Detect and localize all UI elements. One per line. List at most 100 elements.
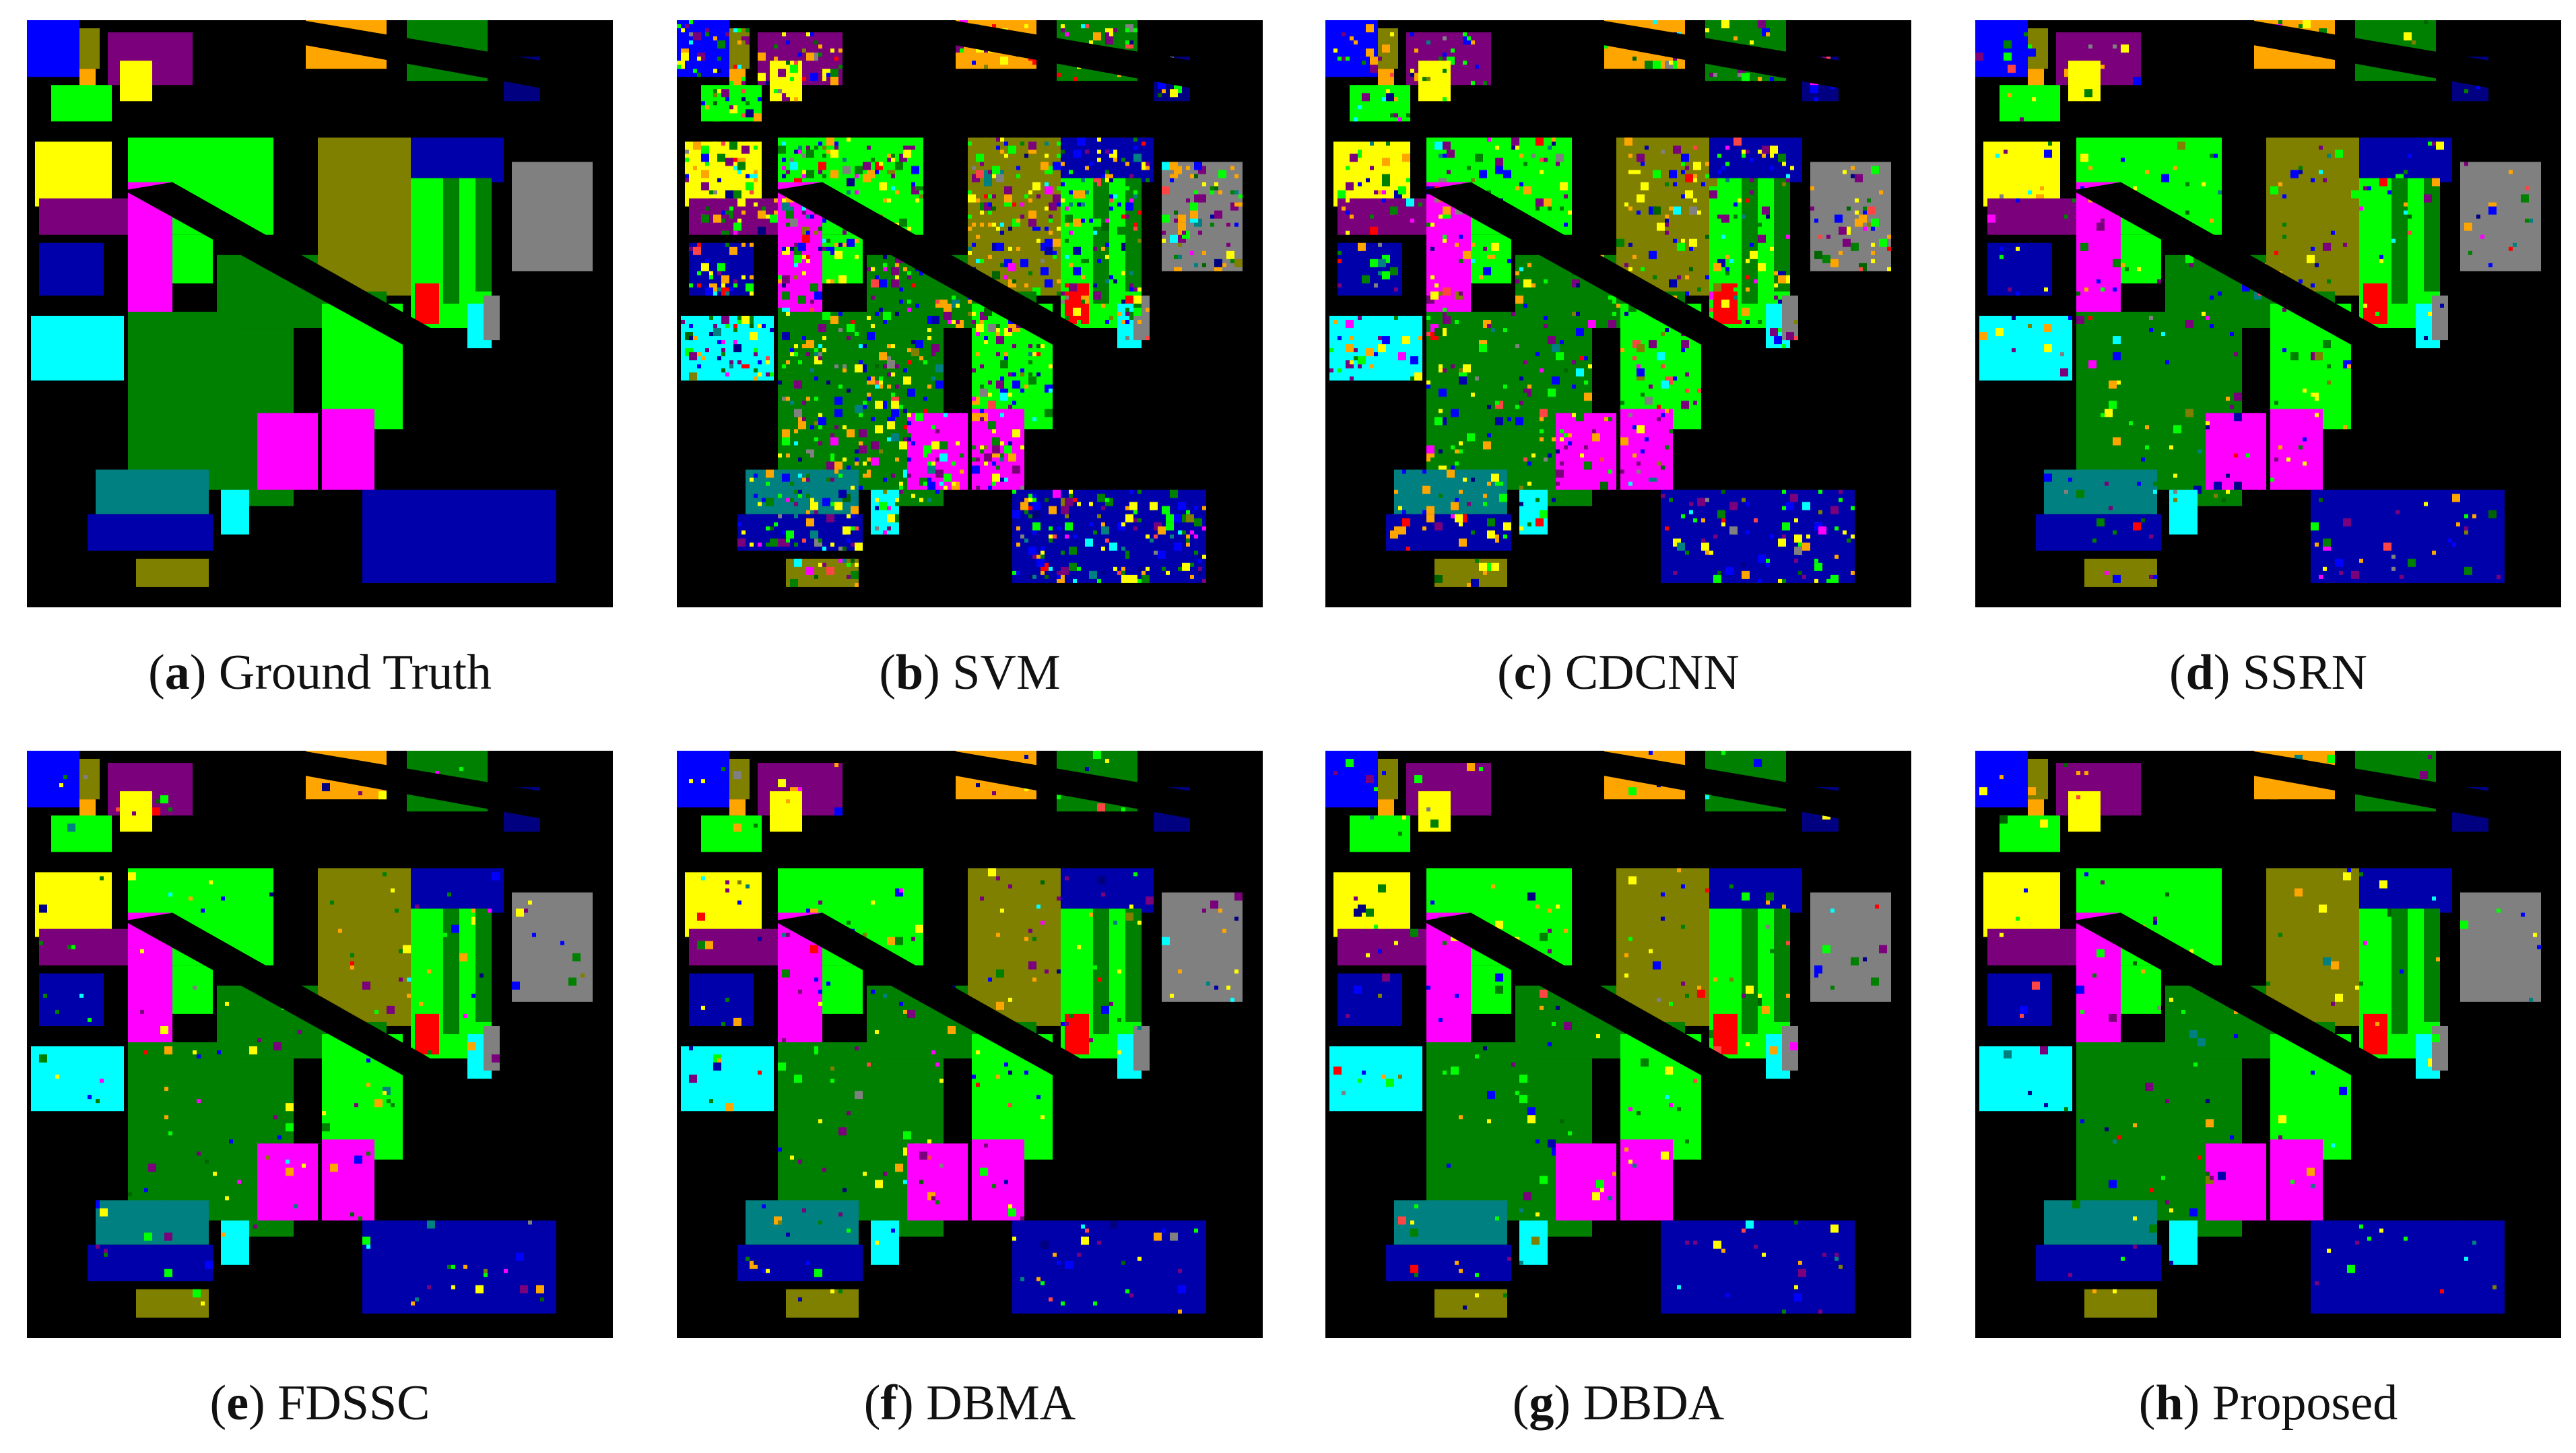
misclassified-pixel <box>1166 514 1174 522</box>
class-region-soybean-clean <box>2270 1139 2323 1221</box>
misclassified-pixel <box>2214 494 2218 498</box>
misclassified-pixel <box>1178 267 1182 271</box>
misclassified-pixel <box>1713 73 1717 77</box>
misclassified-pixel <box>1012 259 1016 263</box>
misclassified-pixel <box>1202 526 1206 531</box>
misclassified-pixel <box>1008 884 1012 889</box>
misclassified-pixel <box>1608 1196 1612 1201</box>
misclassified-pixel <box>2141 328 2145 333</box>
misclassified-pixel <box>1382 1075 1386 1079</box>
misclassified-pixel <box>1061 36 1065 41</box>
misclassified-pixel <box>1430 246 1434 251</box>
misclassified-pixel <box>794 263 798 267</box>
misclassified-pixel <box>701 101 705 106</box>
misclassified-pixel <box>754 170 758 174</box>
misclassified-pixel <box>1455 449 1459 454</box>
misclassified-pixel <box>1146 307 1150 312</box>
misclassified-pixel <box>1750 250 1758 259</box>
misclassified-pixel <box>2270 186 2278 195</box>
misclassified-pixel <box>1447 469 1455 478</box>
misclassified-pixel <box>919 498 923 502</box>
misclassified-pixel <box>1170 534 1174 539</box>
misclassified-pixel <box>1995 328 2004 337</box>
misclassified-pixel <box>451 924 459 933</box>
misclassified-pixel <box>2206 1172 2210 1176</box>
misclassified-pixel <box>1097 876 1105 885</box>
misclassified-pixel <box>1742 214 1746 219</box>
misclassified-pixel <box>709 1099 713 1104</box>
misclassified-pixel <box>1713 1240 1721 1249</box>
misclassified-pixel <box>2343 425 2347 430</box>
misclassified-pixel <box>1523 303 1527 308</box>
misclassified-pixel <box>903 267 907 271</box>
misclassified-pixel <box>741 81 746 86</box>
misclassified-pixel <box>2432 141 2436 146</box>
misclassified-pixel <box>814 1050 818 1055</box>
misclassified-pixel <box>733 1017 741 1026</box>
caption: (c) CDCNN <box>1497 645 1740 700</box>
misclassified-pixel <box>2189 1208 2198 1217</box>
misclassified-pixel <box>705 259 709 263</box>
misclassified-pixel <box>1146 336 1150 341</box>
misclassified-pixel <box>1697 498 1705 506</box>
misclassified-pixel <box>467 1042 475 1051</box>
misclassified-pixel <box>895 190 899 195</box>
misclassified-pixel <box>1041 1240 1049 1249</box>
misclassified-pixel <box>415 904 419 909</box>
misclassified-pixel <box>721 348 725 353</box>
misclassified-pixel <box>685 174 689 178</box>
misclassified-pixel <box>540 1297 544 1302</box>
misclassified-pixel <box>786 542 790 547</box>
misclassified-pixel <box>1358 316 1362 320</box>
misclassified-pixel <box>1337 250 1342 255</box>
misclassified-pixel <box>1230 166 1234 170</box>
misclassified-pixel <box>1665 409 1669 413</box>
misclassified-pixel <box>834 425 838 430</box>
misclassified-pixel <box>1342 57 1346 61</box>
misclassified-pixel <box>1210 186 1214 191</box>
misclassified-pixel <box>1455 461 1459 466</box>
misclassified-pixel <box>750 190 754 195</box>
misclassified-pixel <box>758 210 766 219</box>
misclassified-pixel <box>883 174 891 182</box>
misclassified-pixel <box>2012 348 2016 353</box>
misclassified-pixel <box>891 393 895 397</box>
misclassified-pixel <box>689 283 693 288</box>
misclassified-pixel <box>774 44 778 49</box>
misclassified-pixel <box>1101 222 1109 231</box>
misclassified-pixel <box>859 348 867 357</box>
misclassified-pixel <box>1503 1293 1507 1297</box>
misclassified-pixel <box>972 324 976 329</box>
misclassified-pixel <box>2088 166 2092 170</box>
misclassified-pixel <box>1190 574 1194 579</box>
misclassified-pixel <box>1394 287 1398 292</box>
misclassified-pixel <box>1182 530 1186 535</box>
misclassified-pixel <box>782 473 790 482</box>
misclassified-pixel <box>746 101 750 106</box>
misclassified-pixel <box>689 246 693 251</box>
misclassified-pixel <box>883 311 891 320</box>
misclassified-pixel <box>927 384 931 389</box>
misclassified-pixel <box>717 178 721 182</box>
misclassified-pixel <box>806 437 810 442</box>
misclassified-pixel <box>63 775 67 780</box>
misclassified-pixel <box>1049 526 1053 531</box>
misclassified-pixel <box>847 372 851 377</box>
misclassified-pixel <box>802 137 806 142</box>
misclassified-pixel <box>830 316 838 325</box>
misclassified-pixel <box>1645 145 1649 150</box>
misclassified-pixel <box>875 275 879 279</box>
misclassified-pixel <box>1839 489 1843 494</box>
misclassified-pixel <box>411 1017 415 1022</box>
misclassified-pixel <box>843 526 851 535</box>
misclassified-pixel <box>1742 1228 1746 1233</box>
misclassified-pixel <box>843 469 847 474</box>
class-region-soybean-notill <box>2084 1289 2157 1318</box>
misclassified-pixel <box>750 542 754 547</box>
misclassified-pixel <box>701 356 705 361</box>
misclassified-pixel <box>1459 522 1463 527</box>
misclassified-pixel <box>2299 445 2303 450</box>
misclassified-pixel <box>939 1163 944 1168</box>
misclassified-pixel <box>1000 908 1004 913</box>
misclassified-pixel <box>1576 368 1584 377</box>
